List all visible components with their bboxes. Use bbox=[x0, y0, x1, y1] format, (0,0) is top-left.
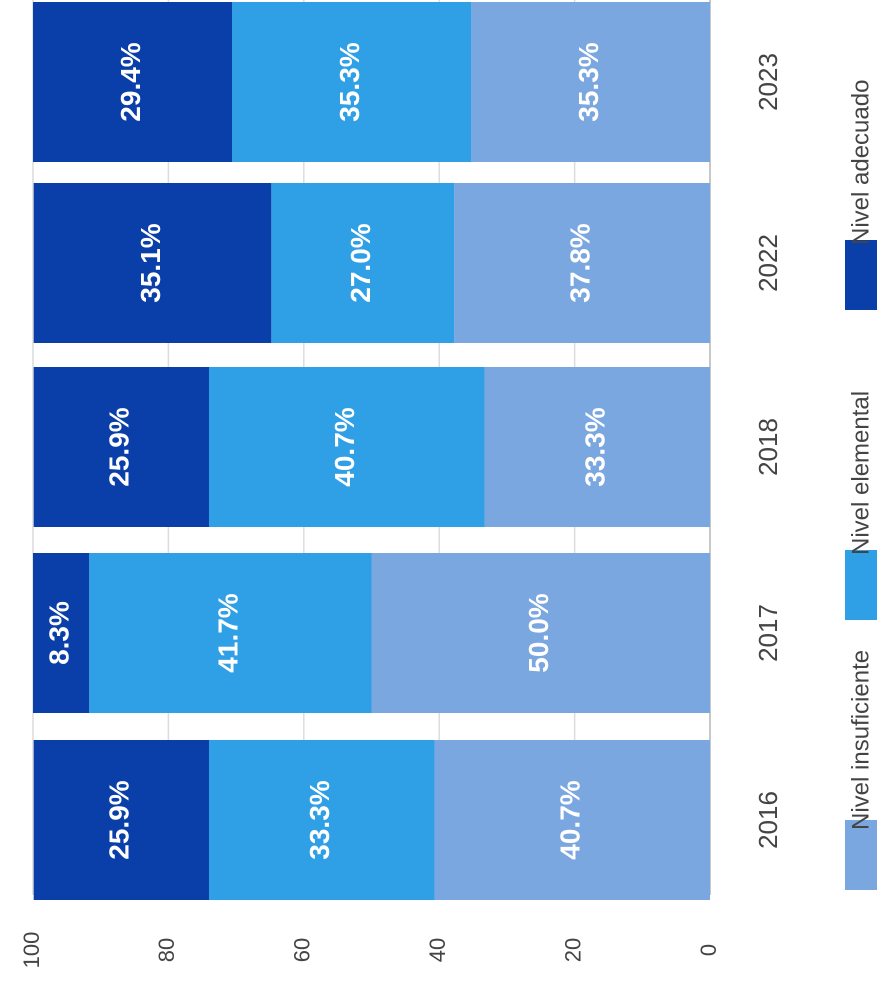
data-label: 8.3% bbox=[43, 601, 74, 665]
legend-swatch bbox=[845, 820, 877, 890]
category-label: 2018 bbox=[753, 418, 783, 476]
y-tick-label: 80 bbox=[154, 938, 179, 962]
y-tick-label: 20 bbox=[560, 938, 585, 962]
data-label: 35.3% bbox=[573, 42, 604, 121]
bar-segment bbox=[33, 367, 210, 527]
data-label: 33.3% bbox=[304, 780, 335, 859]
category-label: 2022 bbox=[753, 234, 783, 292]
bar-segment bbox=[484, 367, 710, 527]
y-tick-label: 40 bbox=[425, 938, 450, 962]
category-label: 2017 bbox=[753, 604, 783, 662]
data-label: 40.7% bbox=[555, 780, 586, 859]
data-label: 27.0% bbox=[345, 223, 376, 302]
bar-segment bbox=[371, 553, 710, 713]
bar-segment bbox=[33, 183, 272, 343]
bar-segment bbox=[33, 553, 90, 713]
bar-segment bbox=[89, 553, 372, 713]
y-tick-label: 100 bbox=[19, 932, 44, 969]
data-label: 25.9% bbox=[104, 780, 135, 859]
data-label: 25.9% bbox=[104, 407, 135, 486]
y-axis-ticks: 0 20 40 60 80 100 bbox=[19, 932, 721, 969]
bar-segment bbox=[33, 2, 233, 162]
data-label: 50.0% bbox=[523, 593, 554, 672]
y-tick-label: 60 bbox=[290, 938, 315, 962]
legend: Nivel insuficiente Nivel elemental Nivel a… bbox=[845, 80, 877, 890]
data-label: 41.7% bbox=[213, 593, 244, 672]
bar-segment bbox=[454, 183, 710, 343]
data-label: 37.8% bbox=[564, 223, 595, 302]
legend-swatch bbox=[845, 550, 877, 620]
category-label: 2016 bbox=[753, 791, 783, 849]
data-label: 35.3% bbox=[334, 42, 365, 121]
category-label: 2023 bbox=[753, 53, 783, 111]
bar-segment bbox=[209, 740, 435, 900]
bar-segment bbox=[209, 367, 485, 527]
bar-segment bbox=[232, 2, 472, 162]
y-tick-label: 0 bbox=[696, 944, 721, 956]
data-label: 40.7% bbox=[329, 407, 360, 486]
legend-label: Nivel adecuado bbox=[847, 80, 874, 245]
data-label: 33.3% bbox=[580, 407, 611, 486]
bar-segment bbox=[271, 183, 455, 343]
category-labels: 2016 2017 2018 2022 2023 bbox=[753, 53, 783, 849]
data-label: 29.4% bbox=[115, 42, 146, 121]
legend-label: Nivel elemental bbox=[847, 391, 874, 555]
bar-segment bbox=[471, 2, 710, 162]
bars-group: 40.7% 33.3% 25.9% 50.0% 41.7% 8.3% 33.3% 40.7% 2… bbox=[33, 2, 710, 900]
bar-segment bbox=[33, 740, 210, 900]
legend-swatch bbox=[845, 240, 877, 310]
legend-label: Nivel insuficiente bbox=[847, 650, 874, 830]
data-label: 35.1% bbox=[135, 223, 166, 302]
bar-segment bbox=[434, 740, 710, 900]
